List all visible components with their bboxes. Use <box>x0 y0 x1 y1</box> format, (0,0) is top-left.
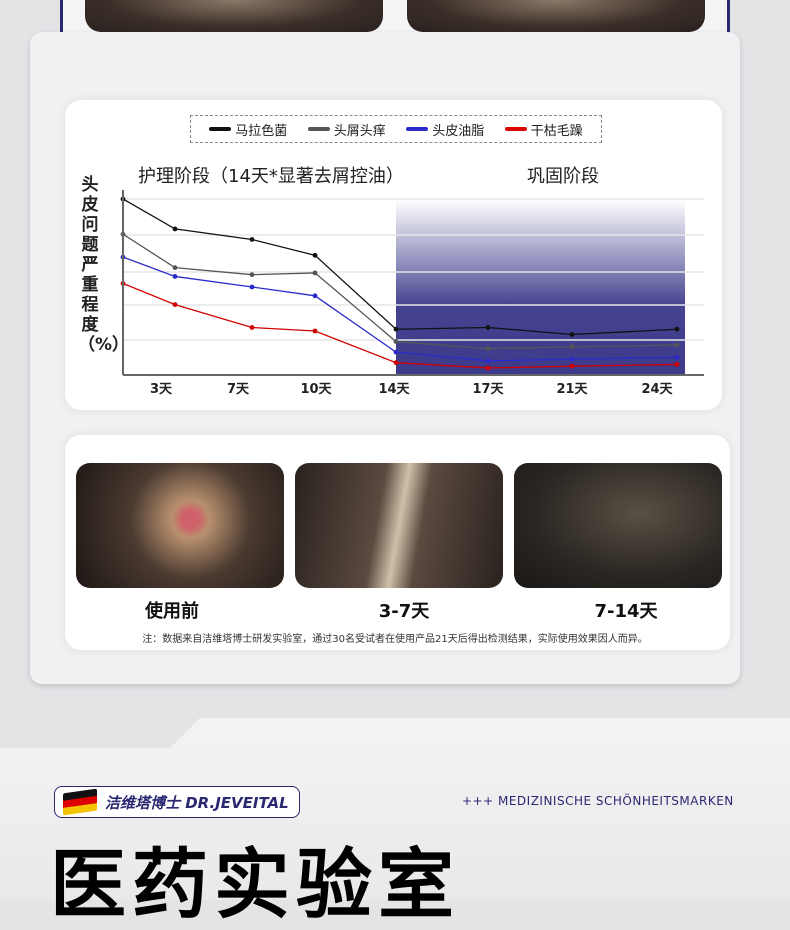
data-point <box>312 252 318 258</box>
data-point <box>172 302 178 307</box>
data-point <box>393 326 399 332</box>
series-line <box>122 198 678 336</box>
headline: 医药实验室 <box>50 840 460 929</box>
data-point <box>172 274 178 279</box>
legend-label: 头屑头痒 <box>333 123 386 139</box>
legend-swatch <box>504 127 527 131</box>
data-point <box>393 339 399 344</box>
data-point <box>485 325 491 330</box>
data-point <box>569 356 575 362</box>
data-point <box>172 226 178 232</box>
consolidation-shade <box>396 200 685 375</box>
data-point <box>674 342 680 348</box>
series-line <box>122 282 678 369</box>
x-tick-label: 7天 <box>227 382 250 397</box>
data-point <box>172 265 178 271</box>
data-point <box>249 284 255 290</box>
data-point <box>674 355 680 360</box>
legend-item: 马拉色菌 <box>209 120 287 139</box>
footnote: 注：数据来自洁维塔博士研发实验室，通过30名受试者在使用产品21天后得出检测结果… <box>142 634 648 645</box>
data-point <box>485 346 491 351</box>
data-point <box>674 362 680 367</box>
data-point <box>485 365 491 371</box>
data-point <box>674 326 680 332</box>
german-flag-icon <box>63 788 97 816</box>
data-point <box>312 293 318 299</box>
data-point <box>249 237 255 242</box>
chart-legend: 马拉色菌 头屑头痒 头皮油脂 干枯毛躁 <box>190 115 602 143</box>
brand-name: 洁维塔博士 DR.JEVEITAL <box>105 793 289 812</box>
data-point <box>569 363 575 369</box>
legend-item: 头皮油脂 <box>406 120 484 139</box>
data-point <box>312 270 318 276</box>
photo-caption: 3-7天 <box>378 601 430 622</box>
legend-label: 干枯毛躁 <box>530 123 583 139</box>
data-point <box>249 272 255 278</box>
photo-caption: 使用前 <box>145 601 199 622</box>
legend-item: 头屑头痒 <box>307 120 386 139</box>
photo-caption: 7-14天 <box>594 601 658 622</box>
x-tick-label: 10天 <box>300 382 332 397</box>
photo-7-14-days <box>514 463 722 588</box>
brand-badge: 洁维塔博士 DR.JEVEITAL <box>54 786 300 818</box>
line-chart: 3天 7天 10天 14天 17天 21天 24天 <box>120 190 704 397</box>
legend-swatch <box>307 127 330 131</box>
data-point <box>312 328 318 334</box>
phase-label-care: 护理阶段（14天*显著去屑控油） <box>138 166 404 187</box>
data-point <box>249 325 255 330</box>
brand-tagline: +++ MEDIZINISCHE SCHÖNHEITSMARKEN <box>462 794 734 808</box>
phase-label-consolidate: 巩固阶段 <box>527 166 599 187</box>
x-tick-label: 3天 <box>150 382 173 397</box>
hair-photo-top-left <box>85 0 383 32</box>
data-point <box>485 358 491 364</box>
legend-swatch <box>406 127 429 131</box>
x-tick-label: 21天 <box>556 382 588 397</box>
photo-before <box>76 463 284 588</box>
photo-3-7-days <box>295 463 503 588</box>
legend-item: 干枯毛躁 <box>504 120 583 139</box>
data-point <box>393 360 399 366</box>
x-tick-label: 24天 <box>641 382 673 397</box>
data-point <box>569 332 575 337</box>
hair-photo-top-right <box>407 0 705 32</box>
legend-label: 马拉色菌 <box>235 123 288 139</box>
x-tick-label: 14天 <box>378 382 410 397</box>
legend-label: 头皮油脂 <box>432 123 485 139</box>
data-point <box>393 349 399 355</box>
x-tick-label: 17天 <box>472 382 504 397</box>
data-point <box>569 344 575 350</box>
series-line <box>122 256 678 362</box>
legend-swatch <box>209 127 232 131</box>
series-line <box>122 233 678 350</box>
